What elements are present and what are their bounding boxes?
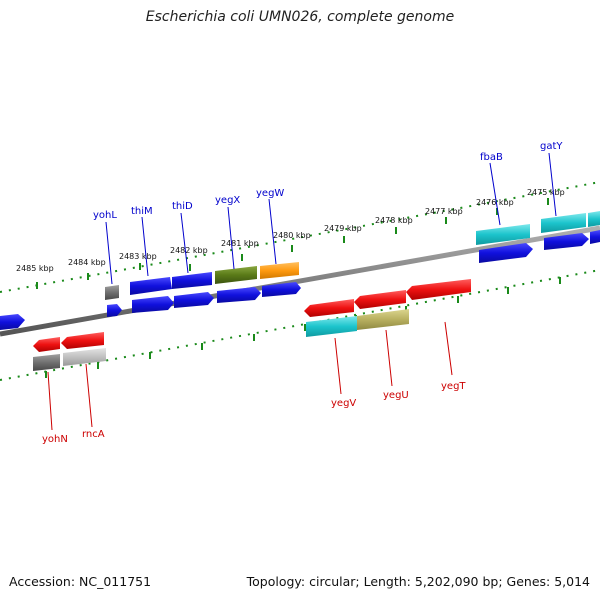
bottom-gene-labels: yohN rncA yegV yegU yegT: [42, 381, 466, 445]
gene-yegV[interactable]: [306, 316, 357, 337]
gene-yegV-red[interactable]: [304, 299, 354, 317]
gene-gatY-lower[interactable]: [544, 233, 589, 250]
gene-partial-right-blue[interactable]: [590, 230, 600, 244]
label-fbaB: fbaB: [480, 152, 503, 163]
reverse-strand-genes: [33, 279, 471, 371]
tick-label-2480: 2480 kbp: [273, 231, 311, 240]
gene-partial-right-cyan[interactable]: [588, 211, 600, 227]
gene-thiM[interactable]: [130, 277, 172, 295]
tick-label-2484: 2484 kbp: [68, 258, 106, 267]
lower-tick-track: [0, 269, 600, 381]
gene-thiD-lower[interactable]: [174, 292, 214, 308]
gene-thiD[interactable]: [172, 272, 212, 289]
gene-yegW-lower[interactable]: [262, 282, 301, 297]
tick-label-2485: 2485 kbp: [16, 264, 54, 273]
label-yegV: yegV: [331, 398, 356, 409]
label-yegW: yegW: [256, 188, 284, 199]
forward-strand-genes: [0, 211, 600, 330]
gene-thiM-lower[interactable]: [132, 296, 174, 313]
gene-partial-left[interactable]: [0, 314, 25, 330]
gene-yegW[interactable]: [260, 262, 299, 279]
tick-label-2476: 2476 kbp: [476, 198, 514, 207]
tick-label-2481: 2481 kbp: [221, 239, 259, 248]
gene-yohL-gray[interactable]: [105, 285, 119, 300]
genome-backbone: [0, 225, 600, 337]
gene-yegU[interactable]: [357, 309, 409, 330]
gene-yegX[interactable]: [215, 266, 257, 284]
bottom-leader-lines: [47, 321, 453, 431]
upper-major-ticks: [36, 198, 549, 289]
gene-fbaB[interactable]: [476, 224, 530, 245]
topology-text: Topology: circular; Length: 5,202,090 bp…: [246, 574, 590, 589]
tick-label-2477: 2477 kbp: [425, 207, 463, 216]
tick-labels: 2485 kbp 2484 kbp 2483 kbp 2482 kbp 2481…: [16, 188, 565, 273]
label-yohN: yohN: [42, 434, 68, 445]
label-yegT: yegT: [441, 381, 466, 392]
label-thiM: thiM: [131, 206, 153, 217]
label-thiD: thiD: [172, 201, 193, 212]
tick-label-2478: 2478 kbp: [375, 216, 413, 225]
tick-label-2479: 2479 kbp: [324, 224, 362, 233]
tick-label-2482: 2482 kbp: [170, 246, 208, 255]
lower-major-ticks: [45, 277, 561, 378]
tick-label-2475: 2475 kbp: [527, 188, 565, 197]
top-leader-lines: [105, 152, 557, 285]
gene-yohN[interactable]: [33, 354, 60, 371]
gene-yegX-lower[interactable]: [217, 287, 261, 303]
gene-rncA-red[interactable]: [61, 332, 104, 349]
label-yegX: yegX: [215, 195, 240, 206]
genome-title: Escherichia coli UMN026, complete genome: [145, 9, 455, 25]
gene-gatY[interactable]: [541, 213, 586, 233]
label-yohL: yohL: [93, 210, 117, 221]
gene-fbaB-lower[interactable]: [479, 243, 533, 263]
label-gatY: gatY: [540, 141, 563, 152]
gene-yegU-red[interactable]: [354, 290, 406, 309]
tick-label-2483: 2483 kbp: [119, 252, 157, 261]
gene-yohN-red[interactable]: [33, 337, 60, 352]
label-rncA: rncA: [82, 429, 105, 440]
label-yegU: yegU: [383, 390, 409, 401]
gene-yohL[interactable]: [107, 304, 122, 317]
gene-rncA[interactable]: [63, 348, 106, 366]
top-gene-labels: yohL thiM thiD yegX yegW fbaB gatY: [93, 141, 563, 221]
gene-yegT[interactable]: [406, 279, 471, 300]
accession-text: Accession: NC_011751: [9, 574, 152, 589]
